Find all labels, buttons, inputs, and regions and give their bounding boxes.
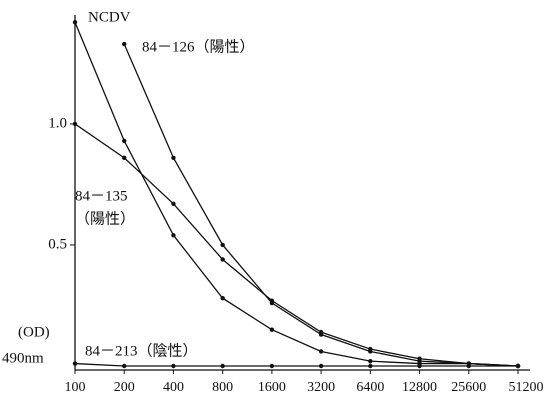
point (269, 298, 275, 303)
point (368, 358, 373, 364)
x-tick-label: 200 (114, 380, 135, 395)
x-tick-label: 51200 (509, 380, 544, 395)
point (220, 242, 225, 248)
series-label: 84－135 (75, 188, 128, 204)
point (122, 363, 127, 369)
annotation: （陽性） (75, 210, 135, 227)
series-line (123, 43, 519, 367)
point (318, 329, 324, 335)
x-tick-label: 800 (212, 380, 233, 395)
point (171, 233, 176, 238)
series-label: 84－213（陰性） (85, 342, 198, 359)
point (72, 361, 78, 366)
point (269, 363, 275, 369)
x-tick-label: 3200 (307, 380, 335, 395)
point (220, 257, 225, 262)
y-tick-label: 1.0 (48, 115, 67, 131)
series-line (74, 123, 519, 367)
point (171, 363, 176, 369)
point (72, 121, 78, 127)
point (466, 363, 471, 369)
point (171, 201, 176, 207)
point (368, 346, 373, 352)
point (417, 363, 422, 369)
x-tick-label: 25600 (451, 380, 486, 395)
x-tick-label: 6400 (356, 380, 384, 395)
point (318, 349, 324, 354)
point (171, 155, 176, 161)
point (515, 363, 521, 369)
y-tick-label: 0.5 (48, 236, 67, 252)
x-tick-label: 400 (163, 380, 184, 395)
point (72, 20, 78, 25)
point (122, 138, 127, 144)
point (368, 363, 373, 369)
point (417, 356, 422, 361)
series-line (74, 22, 519, 367)
x-tick-label: 12800 (402, 380, 437, 395)
point (318, 363, 324, 369)
series-line (74, 362, 518, 367)
x-tick-label: 1600 (258, 380, 286, 395)
point (122, 155, 127, 161)
y-label: (OD) (18, 324, 50, 340)
x-tick-label: 100 (65, 380, 86, 395)
series-label: 84－126（陽性） (142, 38, 255, 55)
series-label: NCDV (88, 9, 131, 25)
y-unit: 490nm (2, 350, 44, 366)
point (122, 41, 127, 47)
point (220, 296, 225, 301)
point (269, 327, 275, 332)
point (220, 363, 225, 369)
